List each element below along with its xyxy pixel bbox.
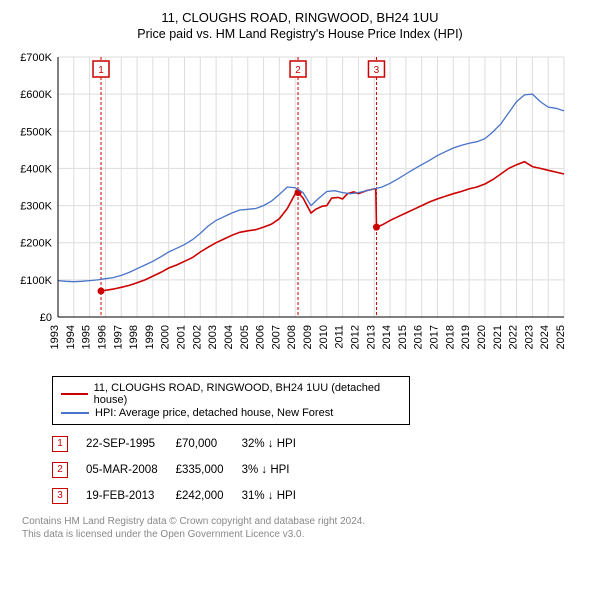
- marker-diff-2: 3% ↓ HPI: [242, 457, 314, 483]
- svg-text:3: 3: [374, 65, 380, 76]
- svg-text:2: 2: [295, 65, 301, 76]
- chart-title: 11, CLOUGHS ROAD, RINGWOOD, BH24 1UU: [12, 10, 588, 25]
- svg-text:2020: 2020: [476, 325, 488, 349]
- svg-text:1: 1: [98, 65, 104, 76]
- svg-text:2014: 2014: [381, 325, 393, 349]
- marker-table: 1 22-SEP-1995 £70,000 32% ↓ HPI 2 05-MAR…: [52, 431, 314, 509]
- svg-text:2024: 2024: [539, 325, 551, 349]
- svg-text:2001: 2001: [176, 325, 188, 349]
- chart-container: 11, CLOUGHS ROAD, RINGWOOD, BH24 1UU Pri…: [0, 0, 600, 553]
- svg-text:£400K: £400K: [20, 163, 52, 175]
- marker-price-1: £70,000: [176, 431, 242, 457]
- legend-swatch-1: [61, 393, 88, 395]
- svg-text:1995: 1995: [81, 325, 93, 349]
- svg-text:1997: 1997: [112, 325, 124, 349]
- svg-text:2006: 2006: [255, 325, 267, 349]
- marker-date-3: 19-FEB-2013: [86, 483, 176, 509]
- marker-price-2: £335,000: [176, 457, 242, 483]
- svg-text:2025: 2025: [555, 325, 567, 349]
- svg-text:2019: 2019: [460, 325, 472, 349]
- svg-text:£0: £0: [40, 312, 52, 324]
- svg-text:2011: 2011: [334, 325, 346, 349]
- attribution-line-1: Contains HM Land Registry data © Crown c…: [22, 515, 588, 528]
- attribution-line-2: This data is licensed under the Open Gov…: [22, 528, 588, 541]
- marker-badge-2: 2: [52, 462, 68, 478]
- svg-text:£600K: £600K: [20, 89, 52, 101]
- svg-text:2004: 2004: [223, 325, 235, 349]
- legend-label-1: 11, CLOUGHS ROAD, RINGWOOD, BH24 1UU (de…: [94, 382, 401, 406]
- svg-text:2018: 2018: [444, 325, 456, 349]
- legend-row-2: HPI: Average price, detached house, New …: [61, 407, 401, 419]
- svg-text:2007: 2007: [270, 325, 282, 349]
- marker-diff-3: 31% ↓ HPI: [242, 483, 314, 509]
- svg-text:2003: 2003: [207, 325, 219, 349]
- marker-row-2: 2 05-MAR-2008 £335,000 3% ↓ HPI: [52, 457, 314, 483]
- marker-price-3: £242,000: [176, 483, 242, 509]
- svg-text:2012: 2012: [349, 325, 361, 349]
- chart-subtitle: Price paid vs. HM Land Registry's House …: [12, 27, 588, 41]
- svg-text:£700K: £700K: [20, 52, 52, 64]
- svg-text:1996: 1996: [96, 325, 108, 349]
- legend-swatch-2: [61, 412, 89, 414]
- svg-text:2010: 2010: [318, 325, 330, 349]
- svg-text:£200K: £200K: [20, 238, 52, 250]
- marker-badge-3: 3: [52, 488, 68, 504]
- svg-text:2022: 2022: [508, 325, 520, 349]
- svg-text:2023: 2023: [523, 325, 535, 349]
- marker-row-3: 3 19-FEB-2013 £242,000 31% ↓ HPI: [52, 483, 314, 509]
- svg-text:1998: 1998: [128, 325, 140, 349]
- svg-text:2002: 2002: [191, 325, 203, 349]
- marker-badge-1: 1: [52, 436, 68, 452]
- svg-text:1994: 1994: [65, 325, 77, 349]
- marker-diff-1: 32% ↓ HPI: [242, 431, 314, 457]
- legend-label-2: HPI: Average price, detached house, New …: [95, 407, 333, 419]
- svg-text:2015: 2015: [397, 325, 409, 349]
- legend-box: 11, CLOUGHS ROAD, RINGWOOD, BH24 1UU (de…: [52, 376, 410, 425]
- svg-text:2013: 2013: [365, 325, 377, 349]
- svg-text:2000: 2000: [160, 325, 172, 349]
- svg-text:£500K: £500K: [20, 126, 52, 138]
- svg-text:2008: 2008: [286, 325, 298, 349]
- svg-text:£100K: £100K: [20, 275, 52, 287]
- svg-text:1999: 1999: [144, 325, 156, 349]
- svg-text:2009: 2009: [302, 325, 314, 349]
- svg-text:2016: 2016: [413, 325, 425, 349]
- marker-row-1: 1 22-SEP-1995 £70,000 32% ↓ HPI: [52, 431, 314, 457]
- svg-text:2017: 2017: [429, 325, 441, 349]
- legend-row-1: 11, CLOUGHS ROAD, RINGWOOD, BH24 1UU (de…: [61, 382, 401, 406]
- price-chart: £0 £100K £200K £300K £400K £500K £600K £700K 199…: [12, 51, 572, 361]
- attribution: Contains HM Land Registry data © Crown c…: [22, 515, 588, 541]
- svg-text:1993: 1993: [49, 325, 61, 349]
- svg-text:2005: 2005: [239, 325, 251, 349]
- svg-text:2021: 2021: [492, 325, 504, 349]
- marker-date-1: 22-SEP-1995: [86, 431, 176, 457]
- svg-text:£300K: £300K: [20, 201, 52, 213]
- marker-date-2: 05-MAR-2008: [86, 457, 176, 483]
